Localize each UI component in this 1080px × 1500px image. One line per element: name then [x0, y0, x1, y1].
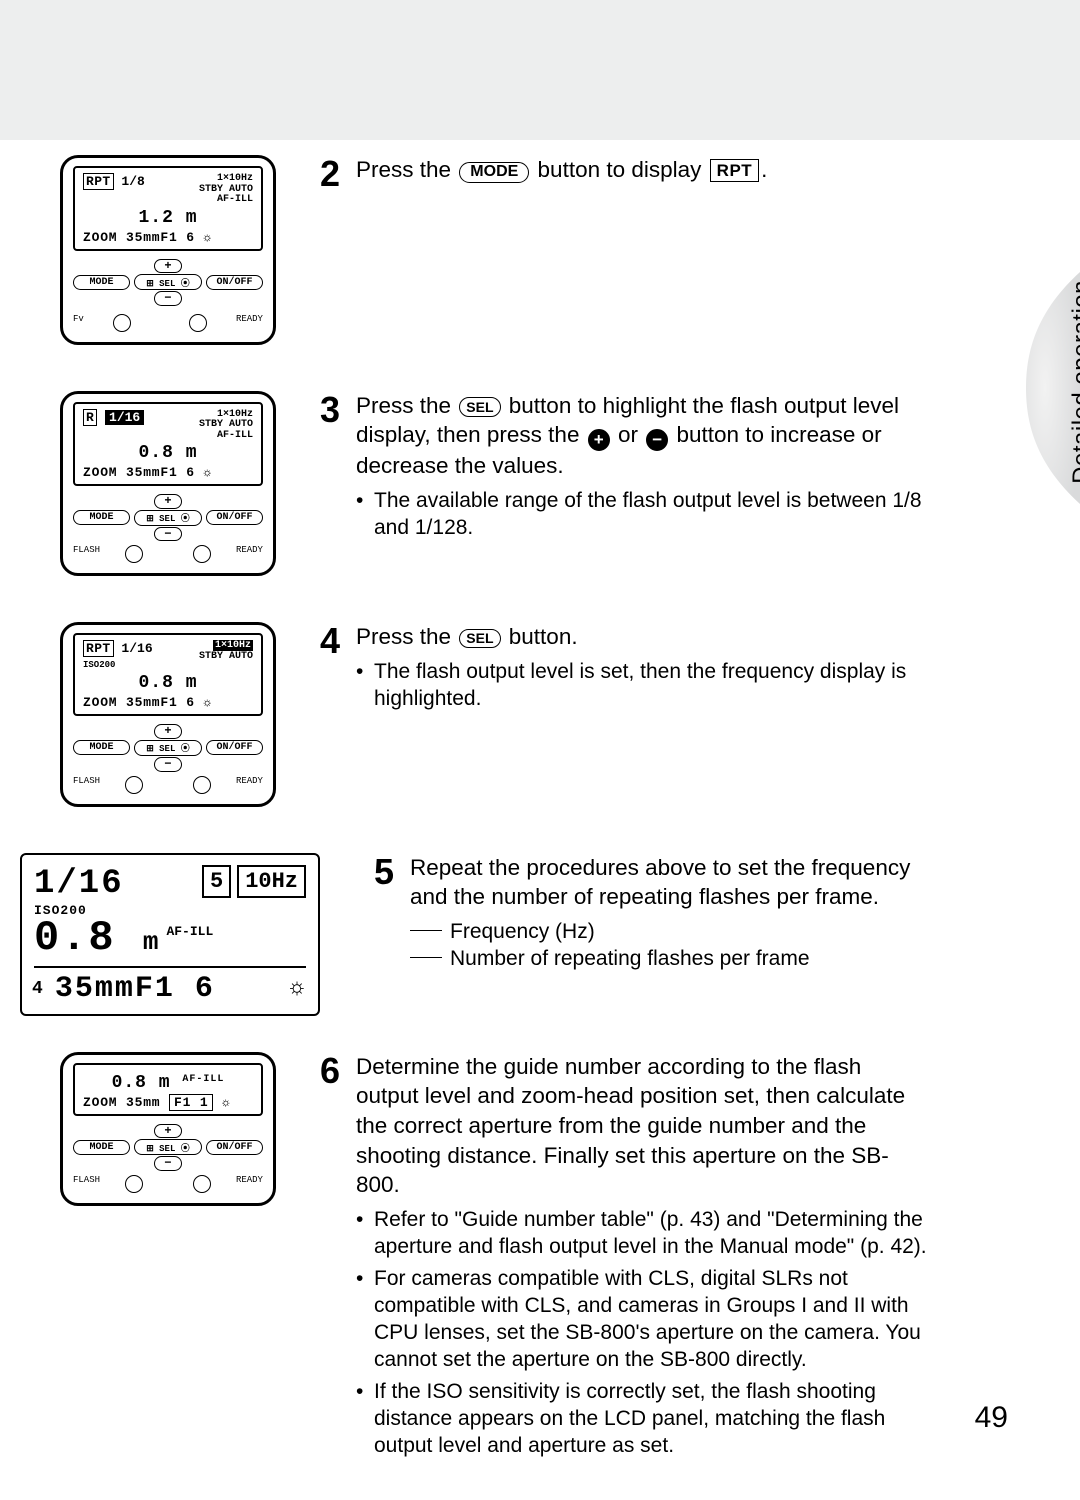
minus-button: − [154, 527, 182, 542]
header-band [0, 0, 1080, 140]
lcd-mode-badge: R [83, 409, 97, 426]
plus-button: + [154, 494, 182, 509]
step-number: 5 [374, 853, 410, 1016]
flash-button [125, 1175, 143, 1193]
plus-button: + [154, 724, 182, 739]
step-sub-item: •Refer to "Guide number table" (p. 43) a… [356, 1206, 930, 1261]
mode-button: MODE [73, 740, 130, 755]
plus-button: + [154, 259, 182, 274]
flash-button [125, 776, 143, 794]
device-figure-2: RPT 1/8 1×10HzSTBY AUTOAF-ILL 1.2 m ZOOM… [60, 155, 276, 345]
lcd-distance: 0.8 m [112, 1073, 171, 1093]
step-number: 2 [320, 155, 356, 355]
step-sub-item: •If the ISO sensitivity is correctly set… [356, 1378, 930, 1460]
onoff-button: ON/OFF [206, 740, 263, 755]
mode-button: MODE [73, 275, 130, 290]
mode-pill-icon: MODE [459, 162, 529, 183]
step-sub-item: •The flash output level is set, then the… [356, 658, 930, 713]
step-sub-item: •For cameras compatible with CLS, digita… [356, 1265, 930, 1374]
step-text: Press the SEL button to highlight the fl… [356, 391, 930, 481]
onoff-button: ON/OFF [206, 275, 263, 290]
lcd-distance: 0.8 m [83, 673, 253, 693]
lcd-frequency: 10Hz [237, 865, 306, 898]
flash-button [125, 545, 143, 563]
lcd-output: 1/16 [121, 641, 152, 656]
page: Detailed operation RPT 1/8 1×10HzSTBY AU… [0, 0, 1080, 1483]
lcd-distance: 0.8 m [83, 443, 253, 463]
lcd-distance: 1.2 m [83, 208, 253, 228]
device-figure-5: 1/16ISO200 5 10Hz 0.8 mAF-ILL 435mmF1 6☼ [20, 853, 320, 1016]
minus-button: − [154, 291, 182, 306]
device-figure-6: 0.8 m AF-ILL ZOOM 35mm F1 1 ☼ MODE + ⊞ S… [60, 1052, 276, 1206]
sel-button: ⊞ SEL ⦿ [134, 274, 202, 290]
content: RPT 1/8 1×10HzSTBY AUTOAF-ILL 1.2 m ZOOM… [60, 155, 930, 1500]
step-text: Press the SEL button. [356, 622, 930, 652]
step-text: Determine the guide number according to … [356, 1052, 930, 1200]
side-label: Detailed operation [1068, 280, 1080, 484]
sel-button: ⊞ SEL ⦿ [134, 510, 202, 526]
step-text: Press the MODE button to display RPT. [356, 155, 930, 185]
step-text: Repeat the procedures above to set the f… [410, 853, 930, 912]
step-row: RPT 1/16ISO200 1×10HzSTBY AUTO 0.8 m ZOO… [60, 622, 930, 816]
step-number: 3 [320, 391, 356, 587]
minus-button: − [154, 1156, 182, 1171]
sel-button: ⊞ SEL ⦿ [134, 740, 202, 756]
step-row: RPT 1/8 1×10HzSTBY AUTOAF-ILL 1.2 m ZOOM… [60, 155, 930, 355]
lcd-zoom: ZOOM 35mmF1 6 ☼ [83, 695, 253, 710]
ready-button [189, 314, 207, 332]
ready-button [193, 776, 211, 794]
lcd-zoom: ZOOM 35mmF1 6 ☼ [83, 465, 253, 480]
lcd-output: 1/16 [105, 410, 144, 425]
lcd-zoom: ZOOM 35mm [83, 1095, 160, 1110]
minus-button: − [154, 757, 182, 772]
step-row: 0.8 m AF-ILL ZOOM 35mm F1 1 ☼ MODE + ⊞ S… [60, 1052, 930, 1464]
plus-button: + [154, 1124, 182, 1139]
step-row: R 1/16 1×10HzSTBY AUTOAF-ILL 0.8 m ZOOM … [60, 391, 930, 587]
callout-line: Number of repeating flashes per frame [410, 945, 930, 972]
device-figure-3: R 1/16 1×10HzSTBY AUTOAF-ILL 0.8 m ZOOM … [60, 391, 276, 577]
onoff-button: ON/OFF [206, 1140, 263, 1155]
step-row: 1/16ISO200 5 10Hz 0.8 mAF-ILL 435mmF1 6☼… [60, 853, 930, 1016]
step-sub-item: •The available range of the flash output… [356, 487, 930, 542]
lcd-output: 1/8 [121, 174, 144, 189]
lcd-output: 1/16 [34, 865, 124, 903]
lcd-mode-badge: RPT [83, 173, 114, 190]
ready-button [193, 545, 211, 563]
sel-pill-icon: SEL [459, 629, 500, 649]
rpt-icon: RPT [710, 159, 760, 182]
sel-button: ⊞ SEL ⦿ [134, 1139, 202, 1155]
brightness-icon: ☼ [222, 1095, 231, 1110]
step-number: 6 [320, 1052, 356, 1464]
callout-line: Frequency (Hz) [410, 918, 930, 945]
sel-pill-icon: SEL [459, 397, 500, 417]
page-number: 49 [975, 1401, 1008, 1435]
flash-button [113, 314, 131, 332]
ready-button [193, 1175, 211, 1193]
lcd-distance: 0.8 [34, 914, 116, 962]
mode-button: MODE [73, 510, 130, 525]
onoff-button: ON/OFF [206, 510, 263, 525]
lcd-zoom: 35mmF1 6 [55, 972, 215, 1006]
plus-icon: + [588, 429, 610, 451]
lcd-repeat-count: 5 [202, 865, 231, 898]
lcd-mode-badge: RPT [83, 640, 114, 657]
mode-button: MODE [73, 1140, 130, 1155]
brightness-icon: ☼ [290, 975, 306, 1002]
minus-icon: − [646, 429, 668, 451]
lcd-zoom: ZOOM 35mmF1 6 ☼ [83, 230, 253, 245]
lcd-aperture: F1 1 [169, 1094, 213, 1111]
step-number: 4 [320, 622, 356, 816]
device-figure-4: RPT 1/16ISO200 1×10HzSTBY AUTO 0.8 m ZOO… [60, 622, 276, 806]
